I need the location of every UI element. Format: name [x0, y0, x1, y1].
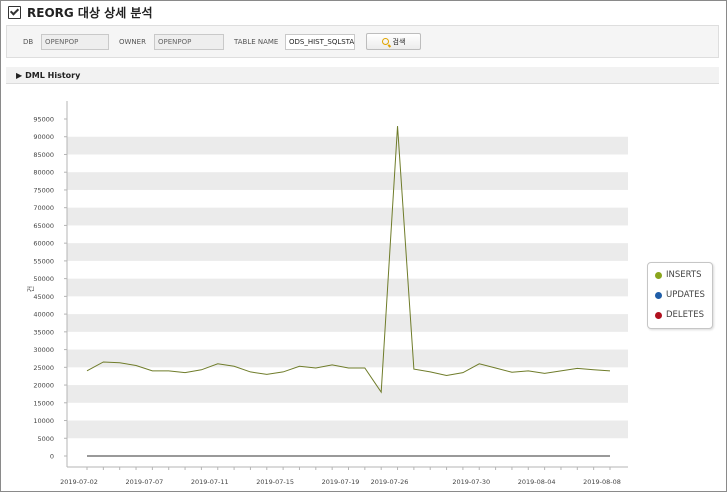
- series-line-inserts: [86, 126, 611, 394]
- legend-dot-inserts: [655, 271, 662, 279]
- search-panel: DB OPENPOP OWNER OPENPOP TABLE NAME ODS_…: [6, 25, 719, 58]
- page-title: REORG 대상 상세 분석: [27, 5, 153, 20]
- x-tick-label: 2019-07-07: [125, 478, 163, 486]
- table-name-input[interactable]: ODS_HIST_SQLSTA: [285, 34, 355, 50]
- grid-band: [67, 420, 628, 439]
- title-bar: REORG 대상 상세 분석: [8, 4, 153, 20]
- legend-dot-updates: [655, 291, 662, 299]
- table-name-label: TABLE NAME: [234, 38, 279, 46]
- y-tick-label: 20000: [33, 382, 54, 390]
- y-tick-label: 0: [50, 453, 54, 461]
- grid-band: [67, 136, 628, 155]
- grid-band: [67, 243, 628, 261]
- y-tick-label: 55000: [33, 257, 54, 265]
- y-tick-label: 50000: [33, 275, 54, 283]
- y-tick-label: 45000: [33, 293, 54, 301]
- y-tick-label: 40000: [33, 311, 54, 319]
- x-tick-label: 2019-07-15: [256, 478, 294, 486]
- checkbox-icon: [8, 5, 21, 19]
- x-tick-label: 2019-08-08: [583, 478, 621, 486]
- search-button-label: 검색: [392, 37, 406, 46]
- y-tick-label: 65000: [33, 222, 54, 230]
- grid-band: [67, 207, 628, 226]
- legend-label-updates: UPDATES: [666, 290, 705, 300]
- x-tick-label: 2019-07-02: [60, 478, 98, 486]
- y-tick-label: 80000: [33, 169, 54, 177]
- y-tick-label: 85000: [33, 151, 54, 159]
- grid-band: [67, 314, 628, 332]
- y-tick-label: 25000: [33, 364, 54, 372]
- legend-dot-deletes: [655, 311, 662, 319]
- y-tick-label: 75000: [33, 186, 54, 194]
- db-label: DB: [23, 38, 34, 46]
- legend-item-inserts[interactable]: INSERTS: [655, 270, 702, 280]
- legend-item-updates[interactable]: UPDATES: [655, 290, 705, 300]
- owner-field[interactable]: OPENPOP: [154, 34, 224, 50]
- chart-legend: INSERTS UPDATES DELETES: [647, 262, 713, 329]
- y-axis-title: 건: [26, 286, 35, 292]
- dml-history-header[interactable]: ▶ DML History: [6, 67, 719, 84]
- section-title: DML History: [25, 70, 81, 80]
- x-tick-label: 2019-07-26: [371, 478, 409, 486]
- y-tick-label: 15000: [33, 399, 54, 407]
- x-tick-label: 2019-07-30: [452, 478, 490, 486]
- x-tick-label: 2019-07-11: [191, 478, 229, 486]
- grid-band: [67, 385, 628, 403]
- y-tick-label: 90000: [33, 133, 54, 141]
- grid-band: [67, 278, 628, 297]
- y-tick-label: 70000: [33, 204, 54, 212]
- grid-band: [67, 349, 628, 368]
- search-icon: [381, 38, 389, 45]
- y-tick-label: 5000: [37, 435, 54, 443]
- grid-top-space: [67, 101, 628, 119]
- y-tick-label: 35000: [33, 328, 54, 336]
- legend-item-deletes[interactable]: DELETES: [655, 310, 704, 320]
- search-button[interactable]: 검색: [366, 33, 421, 50]
- y-tick-label: 95000: [33, 116, 54, 124]
- db-field[interactable]: OPENPOP: [41, 34, 109, 50]
- y-tick-label: 10000: [33, 417, 54, 425]
- x-tick-label: 2019-07-19: [322, 478, 360, 486]
- legend-label-deletes: DELETES: [666, 310, 704, 320]
- legend-label-inserts: INSERTS: [666, 270, 702, 280]
- y-tick-label: 60000: [33, 240, 54, 248]
- x-tick-label: 2019-08-04: [518, 478, 556, 486]
- grid-band: [67, 172, 628, 190]
- owner-label: OWNER: [119, 38, 146, 46]
- expand-triangle-icon: ▶: [16, 70, 23, 80]
- y-tick-label: 30000: [33, 346, 54, 354]
